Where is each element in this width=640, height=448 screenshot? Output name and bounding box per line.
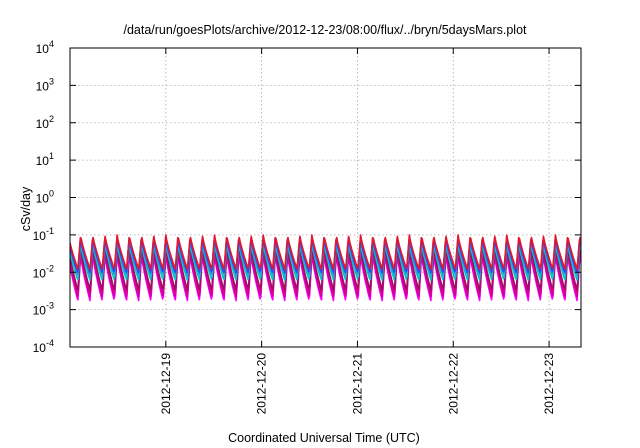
series-group — [70, 234, 581, 302]
x-axis-ticks: 2012-12-19 2012-12-20 2012-12-21 2012-12-22… — [159, 48, 556, 414]
x-tick-label-3: 2012-12-22 — [446, 353, 460, 415]
x-tick-label-2: 2012-12-21 — [350, 353, 364, 415]
series-line-9 — [70, 234, 581, 270]
x-tick-label-0: 2012-12-19 — [159, 353, 173, 415]
y-tick-label-3: 10-1 — [33, 226, 54, 243]
y-axis-label: cSv/day — [19, 186, 33, 231]
y-tick-label-0: 10-4 — [33, 338, 54, 355]
x-tick-label-4: 2012-12-23 — [542, 353, 556, 415]
y-tick-label-4: 100 — [36, 189, 54, 206]
y-tick-label-8: 104 — [36, 39, 54, 56]
y-tick-label-2: 10-2 — [33, 263, 54, 280]
grid — [70, 48, 581, 347]
series-line-4 — [70, 245, 581, 292]
y-tick-label-5: 101 — [36, 151, 54, 168]
y-tick-label-6: 102 — [36, 114, 54, 131]
x-axis-label: Coordinated Universal Time (UTC) — [228, 431, 420, 445]
y-tick-label-1: 10-3 — [33, 301, 54, 318]
y-tick-label-7: 103 — [36, 76, 54, 93]
y-axis-ticks: 10-4 10-3 10-2 10-1 100 101 102 103 104 — [33, 39, 581, 355]
chart-title: /data/run/goesPlots/archive/2012-12-23/0… — [123, 23, 527, 37]
x-tick-label-1: 2012-12-20 — [255, 353, 269, 415]
